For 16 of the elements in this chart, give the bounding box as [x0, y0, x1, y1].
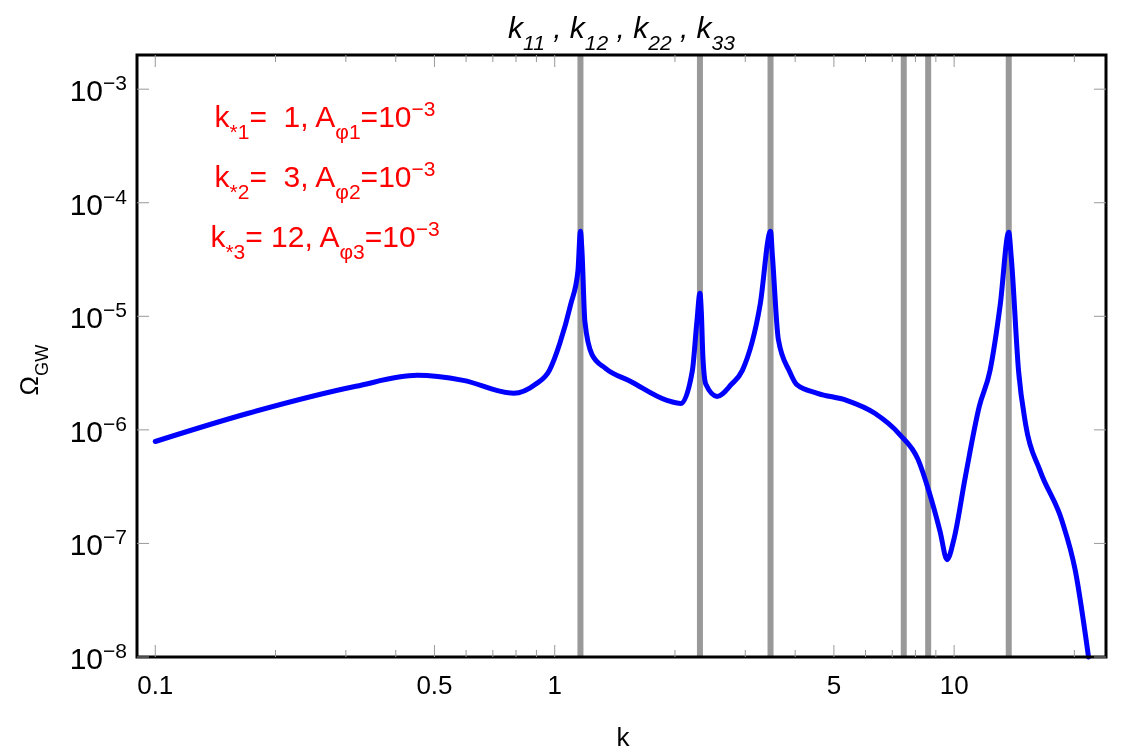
x-tick-label: 1 — [547, 670, 562, 700]
annotation: k$_{*2}$= 3, A$_{φ2}$=10$^{−3}$ — [214, 156, 436, 203]
x-tick-label: 0.1 — [137, 670, 174, 700]
chart-title: k$_{11}$ , k$_{12}$ , k$_{22}$ , k$_{33}$ — [508, 11, 736, 54]
y-tick-label: 10$^{−8}$ — [69, 638, 127, 675]
y-tick-label: 10$^{−7}$ — [69, 524, 127, 562]
y-tick-label: 10$^{−4}$ — [69, 184, 128, 221]
x-tick-label: 0.5 — [416, 670, 453, 700]
x-axis-title: k — [616, 722, 631, 752]
y-tick-label: 10$^{−5}$ — [69, 297, 127, 335]
y-tick-label: 10$^{−3}$ — [69, 70, 127, 108]
y-tick-label: 10$^{−6}$ — [69, 411, 127, 448]
annotation: k$_{*1}$= 1, A$_{φ1}$=10$^{−3}$ — [214, 96, 436, 143]
annotation: k$_{*3}$= 12, A$_{φ3}$=10$^{−3}$ — [210, 216, 440, 263]
x-tick-label: 5 — [826, 670, 842, 700]
x-tick-label: 10 — [939, 670, 969, 700]
